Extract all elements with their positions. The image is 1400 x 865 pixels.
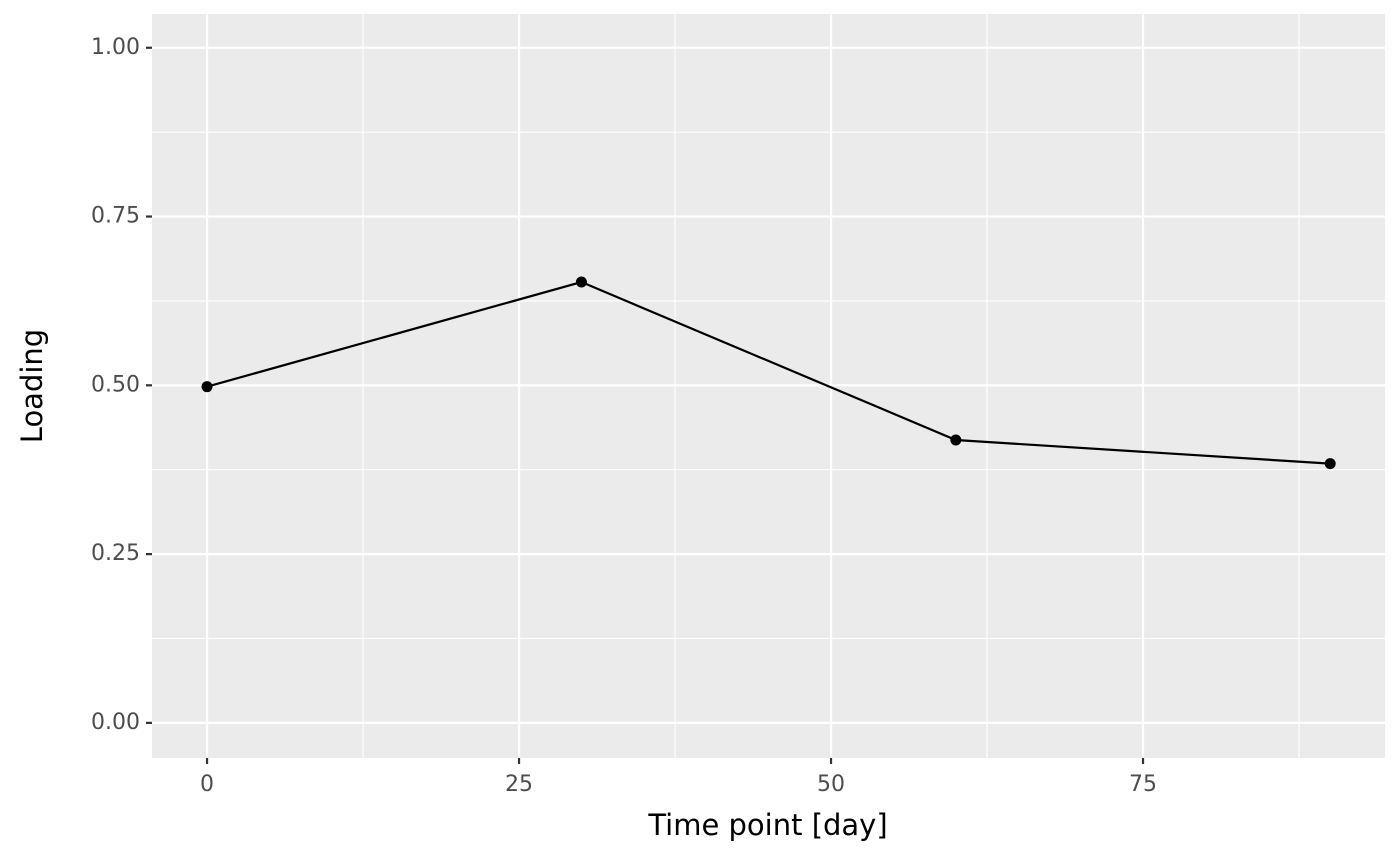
y-axis-title: Loading [15,329,49,443]
point [575,276,587,288]
y-tick-label: 0.50 [91,372,140,397]
x-tick-label: 50 [817,772,845,797]
point [201,381,213,393]
x-axis-title: Time point [day] [647,808,887,842]
y-tick-label: 1.00 [91,35,140,60]
y-tick-label: 0.25 [91,541,140,566]
point [950,434,962,446]
y-tick-label: 0.75 [91,204,140,229]
line [206,280,1331,465]
point [1324,458,1336,470]
x-tick-label: 25 [505,772,533,797]
x-tick-label: 0 [200,772,214,797]
x-tick-label: 75 [1129,772,1157,797]
y-tick-label: 0.00 [91,710,140,735]
